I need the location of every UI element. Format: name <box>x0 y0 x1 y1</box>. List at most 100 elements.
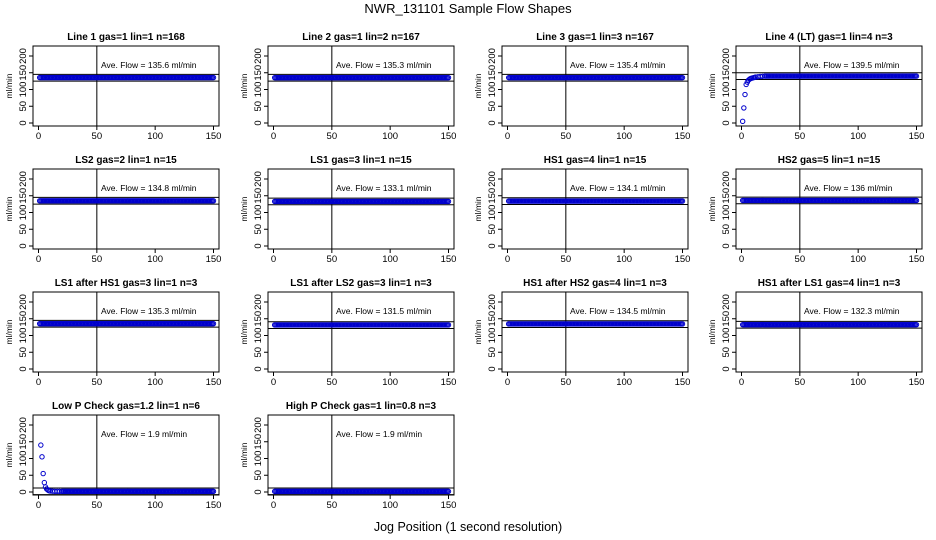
y-tick-label: 150 <box>487 311 498 327</box>
y-tick-label: 200 <box>487 48 498 64</box>
y-tick-label: 200 <box>18 417 29 433</box>
y-tick-label: 200 <box>721 171 732 187</box>
y-tick-label: 200 <box>487 294 498 310</box>
x-tick-label: 150 <box>206 500 222 511</box>
x-tick-label: 50 <box>92 131 103 142</box>
panel-frame <box>735 168 923 250</box>
x-tick-label: 150 <box>675 254 691 265</box>
x-tick-label: 150 <box>441 254 457 265</box>
y-tick-label: 0 <box>487 243 498 248</box>
y-tick-label: 200 <box>487 171 498 187</box>
panel-ylabel: ml/min <box>473 319 483 344</box>
data-points <box>739 321 920 328</box>
x-tick-label: 0 <box>36 500 41 511</box>
x-tick-label: 150 <box>206 254 222 265</box>
y-tick-label: 50 <box>18 224 29 235</box>
y-tick-label: 0 <box>721 120 732 125</box>
data-point <box>679 198 686 204</box>
panel-title: HS1 gas=4 lin=1 n=15 <box>544 155 647 166</box>
x-tick-label: 150 <box>909 131 925 142</box>
flow-annotation: Ave. Flow = 135.3 ml/min <box>336 60 432 70</box>
y-tick-label: 100 <box>487 328 498 344</box>
panel-14: High P Check gas=1 lin=0.8 n=3 ml/min 0 50 1… <box>239 401 456 511</box>
flow-annotation: Ave. Flow = 1.9 ml/min <box>336 429 422 439</box>
panel-title: HS1 after LS1 gas=4 lin=1 n=3 <box>758 278 901 289</box>
x-tick-label: 100 <box>850 131 866 142</box>
panel-ylabel: ml/min <box>4 319 14 344</box>
panel-title: LS1 after HS1 gas=3 lin=1 n=3 <box>55 278 198 289</box>
x-tick-label: 50 <box>795 254 806 265</box>
x-tick-label: 0 <box>271 254 276 265</box>
y-tick-label: 0 <box>18 243 29 248</box>
y-tick-label: 200 <box>721 294 732 310</box>
y-tick-label: 50 <box>487 347 498 358</box>
y-tick-label: 150 <box>18 434 29 450</box>
x-tick-label: 50 <box>561 254 572 265</box>
y-tick-label: 100 <box>253 451 264 467</box>
panel-10: LS1 after LS2 gas=3 lin=1 n=3 ml/min 0 50 10… <box>239 278 456 388</box>
panel-ylabel: ml/min <box>239 319 249 344</box>
x-tick-label: 0 <box>505 254 510 265</box>
y-tick-label: 0 <box>487 120 498 125</box>
data-points <box>271 198 452 205</box>
data-points <box>739 73 920 125</box>
data-point <box>41 479 48 486</box>
x-tick-label: 50 <box>327 131 338 142</box>
panel-frame <box>267 168 455 250</box>
y-tick-label: 100 <box>18 82 29 98</box>
x-tick-label: 0 <box>505 131 510 142</box>
panel-title: HS1 after HS2 gas=4 lin=1 n=3 <box>523 278 667 289</box>
y-tick-label: 50 <box>18 347 29 358</box>
panel-ylabel: ml/min <box>707 73 717 98</box>
panel-title: Line 1 gas=1 lin=1 n=168 <box>67 32 185 43</box>
y-tick-label: 150 <box>253 434 264 450</box>
data-point <box>445 488 452 495</box>
y-tick-label: 100 <box>487 205 498 221</box>
data-points <box>36 320 217 327</box>
flow-annotation: Ave. Flow = 135.4 ml/min <box>570 60 666 70</box>
x-tick-label: 0 <box>271 500 276 511</box>
y-tick-label: 100 <box>18 451 29 467</box>
y-tick-label: 200 <box>18 171 29 187</box>
y-tick-label: 50 <box>253 101 264 112</box>
y-tick-label: 50 <box>253 470 264 481</box>
panel-title: LS2 gas=2 lin=1 n=15 <box>75 155 177 166</box>
panel-11: HS1 after HS2 gas=4 lin=1 n=3 ml/min 0 50 10… <box>473 278 690 388</box>
x-tick-label: 150 <box>441 131 457 142</box>
data-points <box>271 488 452 495</box>
data-point <box>38 442 44 448</box>
x-tick-label: 150 <box>441 500 457 511</box>
x-tick-label: 150 <box>675 377 691 388</box>
data-points <box>36 74 217 81</box>
data-point <box>40 470 46 477</box>
flow-annotation: Ave. Flow = 136 ml/min <box>804 183 893 193</box>
x-tick-label: 0 <box>36 254 41 265</box>
y-tick-label: 100 <box>721 205 732 221</box>
panel-title: Line 4 (LT) gas=1 lin=4 n=3 <box>765 32 893 43</box>
data-points <box>271 322 452 328</box>
x-tick-label: 50 <box>92 377 103 388</box>
panel-ylabel: ml/min <box>4 442 14 467</box>
y-tick-label: 0 <box>253 120 264 125</box>
y-tick-label: 0 <box>18 489 29 494</box>
data-point <box>210 488 217 495</box>
y-tick-label: 150 <box>721 188 732 204</box>
data-point <box>679 321 686 327</box>
x-tick-label: 50 <box>327 500 338 511</box>
x-tick-label: 100 <box>382 500 398 511</box>
panel-title: Line 3 gas=1 lin=3 n=167 <box>536 32 654 43</box>
data-points <box>505 321 686 327</box>
x-tick-label: 100 <box>616 377 632 388</box>
y-tick-label: 150 <box>18 188 29 204</box>
panel-title: LS1 after LS2 gas=3 lin=1 n=3 <box>290 278 432 289</box>
y-tick-label: 200 <box>721 48 732 64</box>
panel-frame <box>735 45 923 127</box>
data-point <box>210 198 217 204</box>
panel-title: HS2 gas=5 lin=1 n=15 <box>778 155 881 166</box>
y-tick-label: 0 <box>253 366 264 371</box>
x-tick-label: 100 <box>382 131 398 142</box>
panel-frame <box>267 414 455 496</box>
x-tick-label: 150 <box>675 131 691 142</box>
